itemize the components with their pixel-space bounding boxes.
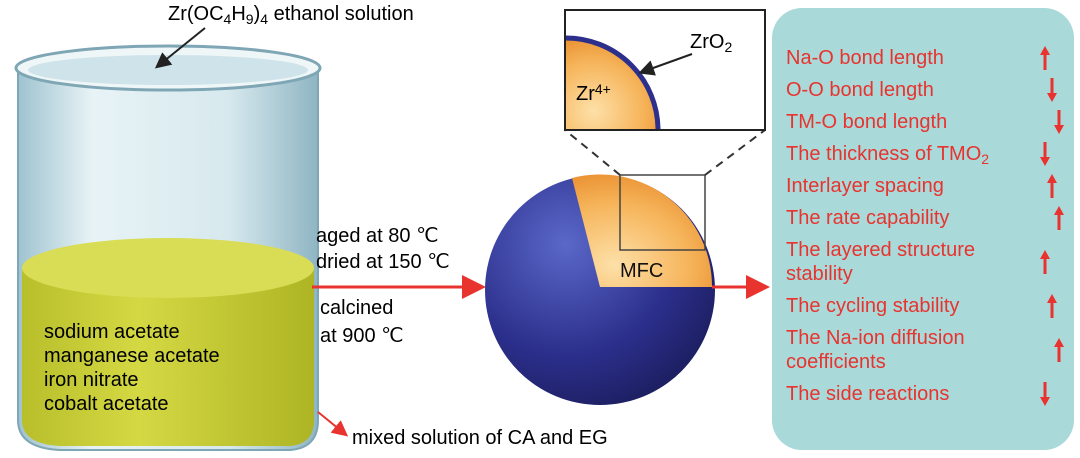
effect-text: The rate capability bbox=[786, 207, 949, 229]
text-segment: Interlayer spacing bbox=[786, 175, 944, 197]
ingredient: sodium acetate bbox=[44, 321, 180, 343]
effect-text: Na-O bond length bbox=[786, 47, 944, 69]
effects-panel bbox=[772, 8, 1074, 450]
effect-text: stability bbox=[786, 263, 853, 285]
text-segment: H bbox=[231, 3, 245, 25]
process-step: calcined bbox=[320, 297, 393, 319]
text-segment: Zr(OC bbox=[168, 3, 224, 25]
effect-text: O-O bond length bbox=[786, 79, 934, 101]
text-segment: The cycling stability bbox=[786, 295, 959, 317]
down-arrow bbox=[1054, 110, 1064, 134]
effect-text: coefficients bbox=[786, 351, 886, 373]
text-segment: Zr bbox=[576, 83, 595, 105]
subscript: 4 bbox=[224, 11, 232, 27]
shell-label: ZrO2 bbox=[690, 31, 732, 55]
text-segment: ) bbox=[254, 3, 261, 25]
text-segment: The side reactions bbox=[786, 383, 949, 405]
subscript: 4 bbox=[260, 11, 268, 27]
up-arrow bbox=[1040, 250, 1050, 274]
process-step: dried at 150 ℃ bbox=[316, 251, 450, 273]
text-segment: TM-O bond length bbox=[786, 111, 947, 133]
effect-text: The thickness of TMO2 bbox=[786, 143, 989, 167]
zoom-shell bbox=[565, 35, 661, 130]
superscript: 4+ bbox=[595, 81, 611, 97]
text-segment: stability bbox=[786, 263, 853, 285]
ingredient: cobalt acetate bbox=[44, 393, 169, 415]
text-segment: The rate capability bbox=[786, 207, 949, 229]
down-arrow bbox=[1040, 142, 1050, 166]
ingredient: manganese acetate bbox=[44, 345, 220, 367]
process-step: at 900 ℃ bbox=[320, 325, 404, 347]
effect-text: Interlayer spacing bbox=[786, 175, 944, 197]
zoom-line bbox=[704, 129, 766, 176]
effect-text: TM-O bond length bbox=[786, 111, 947, 133]
beaker bbox=[14, 44, 322, 451]
particle-core bbox=[572, 174, 713, 287]
effect-text: The Na-ion diffusion bbox=[786, 327, 965, 349]
up-arrow bbox=[1054, 206, 1064, 230]
effects-list: Na-O bond length O-O bond length TM-O bond… bbox=[786, 46, 1064, 406]
label-arrow bbox=[154, 27, 206, 69]
text-segment: The Na-ion diffusion bbox=[786, 327, 965, 349]
text-segment: O-O bond length bbox=[786, 79, 934, 101]
up-arrow bbox=[1047, 294, 1057, 318]
particle-label: MFC bbox=[620, 260, 663, 282]
core-label: Zr4+ bbox=[576, 81, 611, 105]
zoom-core bbox=[566, 38, 658, 129]
mixed-label: mixed solution of CA and EG bbox=[352, 427, 608, 449]
down-arrow bbox=[1047, 78, 1057, 102]
subscript: 2 bbox=[724, 39, 732, 55]
process-steps: aged at 80 ℃ dried at 150 ℃ calcined at 900… bbox=[316, 225, 450, 347]
subscript: 2 bbox=[981, 151, 989, 167]
text-segment: The thickness of TMO bbox=[786, 143, 981, 165]
text-segment: coefficients bbox=[786, 351, 886, 373]
up-arrow bbox=[1047, 174, 1057, 198]
shell-arrow bbox=[638, 53, 693, 76]
effect-text: The layered structure bbox=[786, 239, 975, 261]
effect-text: The cycling stability bbox=[786, 295, 959, 317]
up-arrow bbox=[1040, 46, 1050, 70]
text-segment: ethanol solution bbox=[268, 3, 414, 25]
mixed-arrow bbox=[317, 411, 349, 437]
beaker-label: Zr(OC4H9)4 ethanol solution bbox=[168, 3, 414, 27]
zoom-line bbox=[564, 129, 621, 176]
text-segment: The layered structure bbox=[786, 239, 975, 261]
effect-text: The side reactions bbox=[786, 383, 949, 405]
up-arrow bbox=[1054, 338, 1064, 362]
down-arrow bbox=[1040, 382, 1050, 406]
process-step: aged at 80 ℃ bbox=[316, 225, 439, 247]
text-segment: ZrO bbox=[690, 31, 724, 53]
text-segment: Na-O bond length bbox=[786, 47, 944, 69]
ingredient: iron nitrate bbox=[44, 369, 139, 391]
zoom-region bbox=[619, 174, 706, 251]
subscript: 9 bbox=[246, 11, 254, 27]
